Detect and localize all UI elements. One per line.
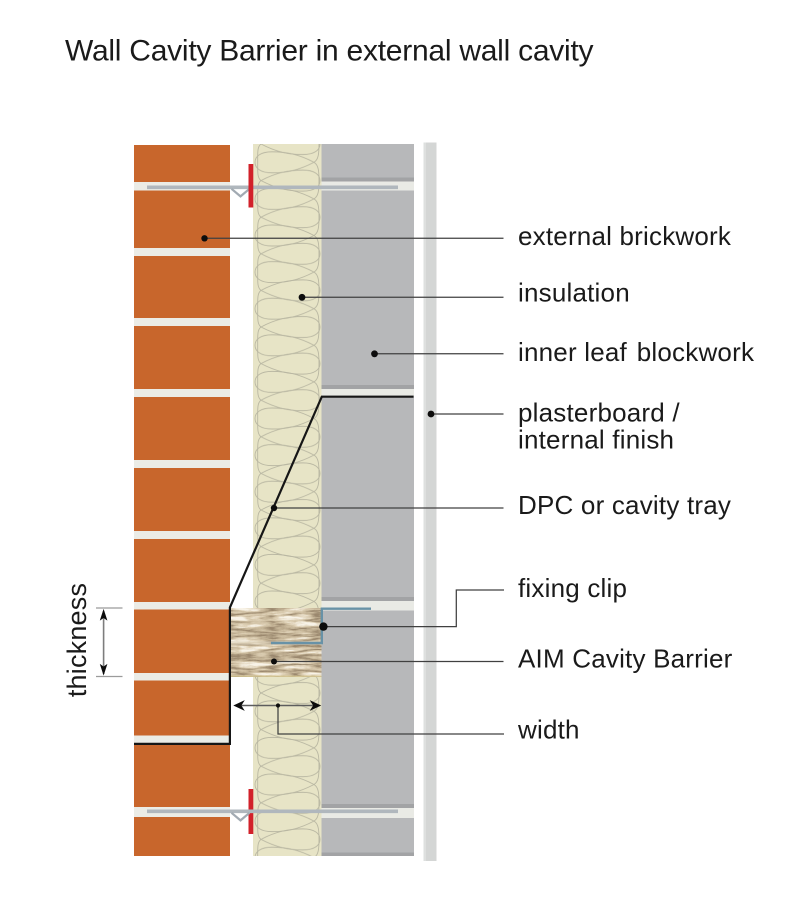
svg-text:thickness: thickness xyxy=(62,583,92,697)
svg-text:external brickwork: external brickwork xyxy=(518,221,732,251)
svg-text:DPC or cavity tray: DPC or cavity tray xyxy=(518,490,731,520)
svg-text:width: width xyxy=(517,715,580,745)
svg-text:insulation: insulation xyxy=(518,278,630,308)
svg-text:plasterboard /: plasterboard / xyxy=(518,398,680,428)
svg-text:AIM Cavity Barrier: AIM Cavity Barrier xyxy=(518,644,733,674)
svg-text:fixing clip: fixing clip xyxy=(518,573,627,603)
svg-text:internal finish: internal finish xyxy=(518,425,674,455)
svg-text:Wall Cavity Barrier in externa: Wall Cavity Barrier in external wall cav… xyxy=(65,35,594,68)
svg-text:inner leaf blockwork: inner leaf blockwork xyxy=(518,337,755,367)
